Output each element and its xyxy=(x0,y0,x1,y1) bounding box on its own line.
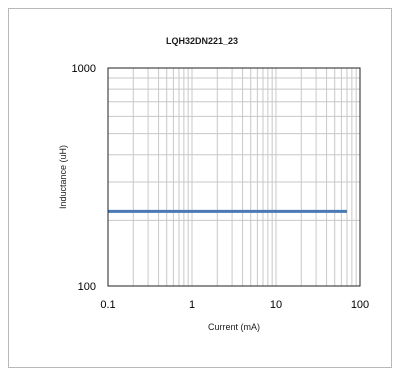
x-tick-label: 0.1 xyxy=(100,299,115,311)
y-tick-label: 100 xyxy=(78,281,96,293)
x-tick-label: 1 xyxy=(189,299,195,311)
chart-title: LQH32DN221_23 xyxy=(166,36,238,46)
x-tick-label: 100 xyxy=(351,299,369,311)
y-tick-label: 1000 xyxy=(72,63,96,75)
y-axis-ticks: 100 1000 xyxy=(72,63,96,293)
plot-grid xyxy=(108,68,360,286)
x-axis-ticks: 0.1 1 10 100 xyxy=(100,299,369,311)
plot-area-border xyxy=(107,67,361,287)
x-axis-label: Current (mA) xyxy=(208,322,260,332)
x-tick-label: 10 xyxy=(270,299,282,311)
y-axis-label: Inductance (uH) xyxy=(58,145,68,209)
